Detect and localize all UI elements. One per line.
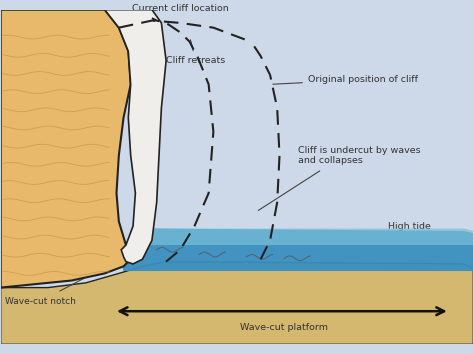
Polygon shape bbox=[105, 10, 166, 264]
Polygon shape bbox=[0, 10, 133, 287]
Text: Wave-cut platform: Wave-cut platform bbox=[240, 323, 328, 332]
Text: High tide: High tide bbox=[388, 222, 431, 231]
Polygon shape bbox=[0, 262, 474, 344]
Polygon shape bbox=[124, 229, 474, 245]
Text: Wave-cut notch: Wave-cut notch bbox=[5, 297, 76, 306]
Text: Cliff retreats: Cliff retreats bbox=[166, 40, 225, 65]
Text: Original position of cliff: Original position of cliff bbox=[273, 75, 418, 84]
Text: Cliff is undercut by waves
and collapses: Cliff is undercut by waves and collapses bbox=[299, 145, 421, 165]
Polygon shape bbox=[119, 229, 474, 271]
Text: Current cliff location: Current cliff location bbox=[124, 5, 228, 29]
